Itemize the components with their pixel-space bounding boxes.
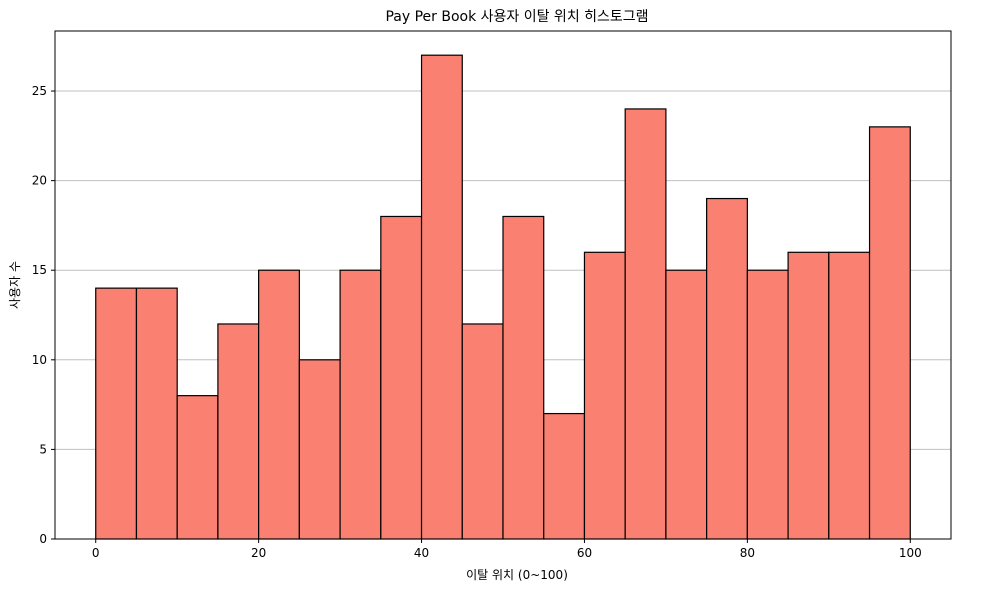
y-axis-ticks: 0 5 10 15 20 25 bbox=[32, 84, 55, 546]
histogram-bar bbox=[461, 323, 504, 540]
x-tick-label: 0 bbox=[92, 546, 100, 560]
histogram-bar bbox=[665, 269, 708, 540]
histogram-bar bbox=[706, 197, 748, 540]
bars bbox=[95, 54, 911, 540]
y-tick-label: 10 bbox=[32, 353, 47, 367]
histogram-bar bbox=[135, 287, 178, 540]
histogram-bar bbox=[95, 287, 138, 540]
histogram-bar bbox=[339, 269, 382, 540]
histogram-bar bbox=[543, 412, 586, 540]
plot-area bbox=[54, 30, 952, 540]
y-tick-label: 0 bbox=[39, 532, 47, 546]
histogram-bar bbox=[787, 251, 830, 540]
y-axis-label: 사용자 수 bbox=[8, 261, 22, 309]
y-tick-label: 5 bbox=[39, 442, 47, 456]
histogram-bar bbox=[176, 395, 219, 540]
histogram-bar bbox=[420, 54, 463, 540]
histogram-bar bbox=[828, 251, 871, 540]
histogram-bar bbox=[583, 251, 626, 540]
histogram-bar bbox=[746, 269, 789, 540]
x-axis-label: 이탈 위치 (0~100) bbox=[466, 568, 568, 582]
x-tick-label: 80 bbox=[740, 546, 755, 560]
histogram-bar bbox=[217, 323, 260, 540]
histogram-bar bbox=[868, 126, 911, 540]
y-tick-label: 20 bbox=[32, 174, 47, 188]
histogram-bar bbox=[258, 269, 300, 540]
chart-title: Pay Per Book 사용자 이탈 위치 히스토그램 bbox=[385, 9, 648, 25]
x-tick-label: 60 bbox=[577, 546, 592, 560]
x-axis-ticks: 0 20 40 60 80 100 bbox=[92, 539, 922, 560]
y-tick-label: 25 bbox=[32, 84, 47, 98]
x-tick-label: 100 bbox=[899, 546, 922, 560]
y-tick-label: 15 bbox=[32, 263, 47, 277]
histogram-bar bbox=[502, 215, 545, 540]
x-tick-label: 40 bbox=[414, 546, 429, 560]
histogram-bar bbox=[298, 359, 341, 540]
histogram-bar bbox=[380, 215, 423, 540]
histogram-bar bbox=[624, 108, 667, 540]
x-tick-label: 20 bbox=[251, 546, 266, 560]
